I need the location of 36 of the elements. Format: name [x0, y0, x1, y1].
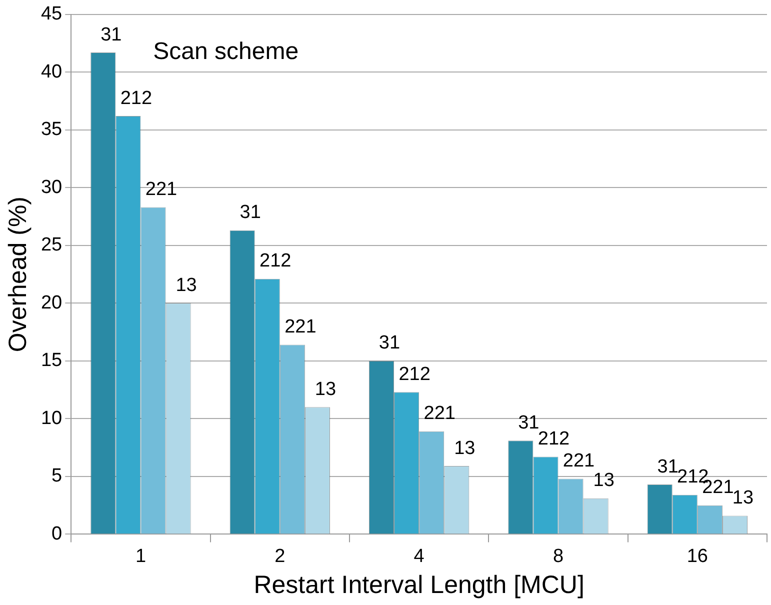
y-tick-label: 35: [40, 119, 62, 140]
x-tick-label: 16: [686, 546, 708, 567]
y-tick-label: 30: [40, 176, 62, 198]
text: 13: [593, 470, 614, 492]
y-tick-label: 10: [40, 408, 62, 429]
text: 212: [260, 250, 292, 272]
series-label: 212: [398, 364, 430, 385]
x-tick-label: 1: [135, 546, 146, 567]
y-tick-label: 5: [52, 466, 62, 487]
x-tick-label: 2: [274, 546, 286, 567]
y-tick-label: 45: [40, 4, 62, 25]
series-label: 13: [454, 438, 476, 459]
x-tick-label: 8: [552, 546, 564, 567]
text: 13: [176, 274, 197, 296]
text: 212: [538, 428, 570, 450]
text: 13: [732, 487, 754, 508]
x-tick-label: 4: [414, 546, 425, 567]
text: 13: [314, 378, 336, 400]
text: 31: [100, 24, 122, 46]
x-axis-title: Restart Interval Length [MCU]: [254, 570, 584, 599]
series-label: 221: [284, 316, 316, 338]
y-tick-label: 0: [52, 523, 62, 544]
y-tick-label: 25: [40, 234, 62, 256]
text: 221: [145, 179, 178, 200]
legend-title: Scan scheme: [153, 38, 299, 66]
y-tick-label: 20: [40, 292, 62, 314]
y-tick-label: 40: [40, 61, 62, 82]
series-label: 31: [378, 332, 400, 354]
text: 221: [424, 403, 456, 424]
text: 212: [120, 88, 152, 109]
text: 31: [240, 202, 261, 224]
y-axis-title: Overhead (%): [4, 196, 32, 352]
text: 221: [562, 450, 595, 472]
text: 31: [657, 456, 678, 478]
y-tick-label: 15: [40, 350, 62, 372]
text: 31: [518, 412, 540, 434]
